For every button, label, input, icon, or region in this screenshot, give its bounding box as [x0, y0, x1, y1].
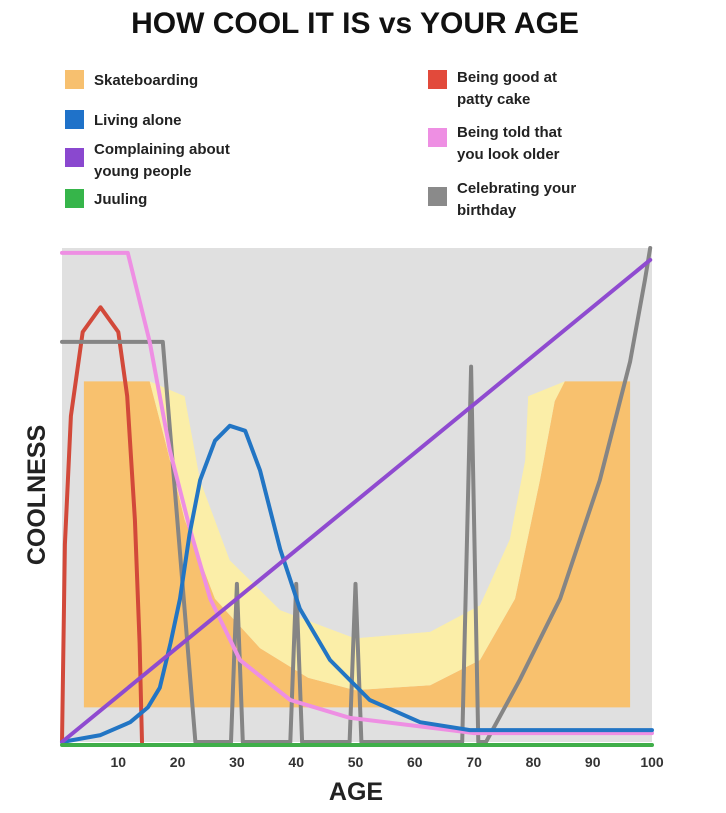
x-tick-label: 90 — [585, 754, 601, 770]
legend-swatch-told-older — [428, 128, 447, 147]
x-tick-label: 10 — [111, 754, 127, 770]
y-axis-label: COOLNESS — [23, 425, 51, 565]
x-tick-label: 40 — [288, 754, 304, 770]
series-line-complaining-about-young-people — [60, 257, 653, 744]
series-line-living-alone — [60, 423, 654, 744]
series-cutout-skateboarding — [184, 396, 529, 639]
x-tick-label: 50 — [348, 754, 364, 770]
legend-label-juuling: Juuling — [94, 191, 147, 208]
x-axis-ticks: 10 20 30 40 50 60 70 80 90 100 — [111, 754, 664, 770]
legend-label-living-alone: Living alone — [94, 112, 182, 129]
series-line-celebrating-your-birthday — [60, 246, 653, 744]
legend-swatch-patty-cake — [428, 70, 447, 89]
legend-swatch-juuling — [65, 189, 84, 208]
series-line-being-good-at-patty-cake — [60, 305, 144, 744]
x-tick-label: 60 — [407, 754, 423, 770]
series-highlight-skateboarding — [149, 381, 565, 691]
legend-label-skateboarding: Skateboarding — [94, 72, 198, 89]
x-tick-label: 80 — [526, 754, 542, 770]
legend-label-birthday-line1: Celebrating your — [457, 180, 576, 197]
legend-swatch-birthday — [428, 187, 447, 206]
x-axis-label: AGE — [329, 778, 383, 806]
x-tick-label: 100 — [640, 754, 664, 770]
x-tick-label: 20 — [170, 754, 186, 770]
legend-label-complaining-line2: young people — [94, 163, 192, 180]
legend-label-told-older-line2: you look older — [457, 146, 560, 163]
legend-swatch-complaining — [65, 148, 84, 167]
chart-title: HOW COOL IT IS vs YOUR AGE — [131, 7, 579, 40]
legend-label-complaining-line1: Complaining about — [94, 141, 230, 158]
legend-swatch-living-alone — [65, 110, 84, 129]
legend-label-patty-cake-line1: Being good at — [457, 69, 557, 86]
legend-label-told-older-line1: Being told that — [457, 124, 562, 141]
legend-label-patty-cake-line2: patty cake — [457, 91, 530, 108]
plot-marks — [60, 246, 654, 747]
legend-label-birthday-line2: birthday — [457, 202, 517, 219]
series-line-being-told-that-you-look-older — [60, 250, 654, 736]
x-tick-label: 30 — [229, 754, 245, 770]
x-tick-label: 70 — [466, 754, 482, 770]
legend-swatch-skateboarding — [65, 70, 84, 89]
series-area-skateboarding — [83, 381, 631, 708]
legend: Skateboarding Living alone Complaining a… — [65, 69, 576, 219]
